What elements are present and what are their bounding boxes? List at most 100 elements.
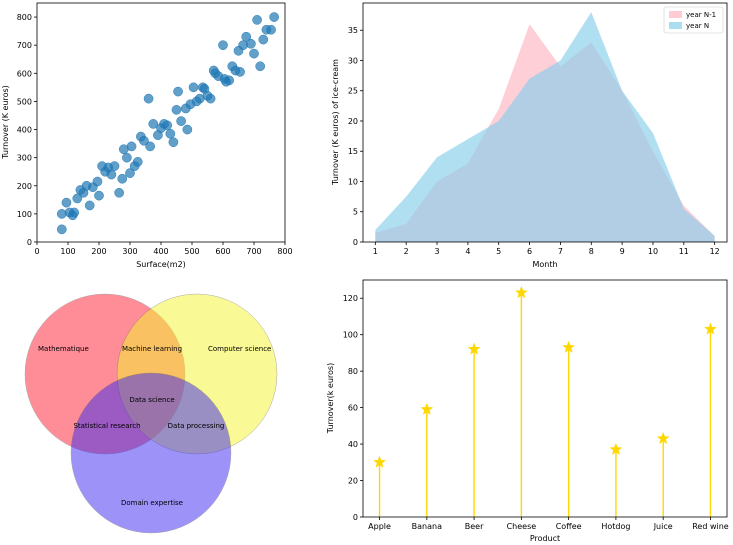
venn-label-data-processing: Data processing [168,422,225,430]
scatter-point-68 [258,34,269,45]
scatter-point-18 [109,161,120,171]
area-y-tick-label-10: 10 [348,177,358,186]
venn-panel: Mathematique Computer science Domain exp… [24,293,278,534]
scatter-point-0 [56,224,67,235]
lollipop-star-cheese [514,285,528,299]
lollipop-y-tick-label-120: 120 [343,294,358,303]
scatter-point-19 [114,187,125,198]
scatter-point-63 [241,31,252,42]
area-y-tick-label-30: 30 [348,56,358,65]
area-y-tick-label-15: 15 [348,147,358,156]
lollipop-x-tick-label-apple: Apple [368,522,391,531]
scatter-point-10 [84,200,95,211]
lollipop-x-tick-label-juice: Juice [653,522,673,531]
scatter-point-54 [218,40,228,51]
scatter-point-6 [72,193,83,204]
scatter-x-tick-label-800: 800 [277,247,292,256]
lollipop-y-tick-label-40: 40 [348,440,358,449]
scatter-point-36 [165,128,176,139]
scatter-y-tick-label-800: 800 [17,13,32,22]
lollipop-panel: Apple Banana Beer Cheese Coffee Hotdog Juice Re… [326,279,729,543]
lollipop-x-tick-label-cheese: Cheese [507,522,537,531]
venn-label-data-science: Data science [129,396,174,404]
scatter-point-37 [168,137,179,148]
scatter-point-35 [162,120,173,131]
lollipop-star-beer [467,342,481,355]
scatter-point-57 [224,75,235,86]
scatter-x-tick-label-400: 400 [153,247,168,256]
lollipop-star-red-wine [704,322,717,335]
area-x-tick-label-4: 4 [465,247,470,256]
legend-swatch-year-n-1 [669,11,682,18]
scatter-point-71 [269,12,279,22]
scatter-y-tick-label-300: 300 [17,154,32,163]
area-y-ticks: 0 5 10 15 20 25 30 35 [348,26,363,247]
venn-label-statistical-research: Statistical research [73,422,140,430]
scatter-point-12 [92,176,103,187]
lollipop-stems [373,285,717,517]
scatter-point-61 [235,67,245,77]
scatter-point-28 [139,135,149,146]
area-y-tick-label-5: 5 [353,208,358,217]
lollipop-star-juice [656,431,670,445]
area-x-tick-label-7: 7 [558,247,563,256]
area-y-tick-label-20: 20 [348,117,358,126]
lollipop-y-tick-label-80: 80 [348,367,358,376]
scatter-point-50 [205,93,216,104]
scatter-point-67 [255,61,266,72]
scatter-y-tick-label-100: 100 [17,210,32,219]
scatter-point-24 [126,141,137,152]
scatter-point-2 [61,197,72,208]
area-x-tick-label-9: 9 [620,247,625,256]
area-x-tick-label-12: 12 [710,247,720,256]
scatter-x-tick-label-500: 500 [184,247,199,256]
lollipop-star-coffee [562,340,576,353]
scatter-x-tick-label-600: 600 [215,247,230,256]
area-x-tick-label-10: 10 [648,247,658,256]
lollipop-x-ticks: Apple Banana Beer Cheese Coffee Hotdog Juice Re… [368,517,729,531]
area-x-tick-label-11: 11 [679,247,689,256]
area-y-tick-label-25: 25 [348,87,358,96]
scatter-point-70 [266,24,276,35]
area-series-year-n [375,12,715,243]
lollipop-y-tick-label-100: 100 [343,331,358,340]
scatter-point-23 [125,168,135,178]
legend-label-year-n-1: year N-1 [686,11,716,19]
lollipop-star-apple [373,455,386,468]
scatter-y-tick-label-0: 0 [27,238,32,247]
scatter-point-31 [148,119,159,129]
lollipop-y-label: Turnover(k euros) [326,363,335,434]
scatter-point-42 [182,124,193,135]
scatter-point-26 [132,157,143,167]
scatter-point-64 [246,38,256,49]
scatter-y-tick-label-400: 400 [17,126,32,135]
lollipop-y-tick-label-20: 20 [348,477,358,486]
lollipop-y-ticks: 0 20 40 60 80 100 120 [343,294,363,522]
scatter-point-29 [143,93,154,104]
venn-label-mathematique: Mathematique [38,345,89,353]
scatter-point-65 [249,48,259,59]
venn-label-machine-learning: Machine learning [122,345,182,353]
scatter-y-tick-label-500: 500 [17,97,32,106]
area-series [375,12,715,243]
scatter-point-40 [176,116,186,126]
scatter-y-tick-label-700: 700 [17,41,32,50]
scatter-panel: 0 100 200 300 400 500 600 700 800 0 100 200 300 400 5… [1,2,293,269]
area-x-tick-label-6: 6 [527,247,532,256]
scatter-x-ticks: 0 100 200 300 400 500 600 700 800 [34,242,293,256]
lollipop-plot-frame [362,279,728,518]
lollipop-x-tick-label-hotdog: Hotdog [601,522,630,531]
area-x-tick-label-8: 8 [589,247,594,256]
scatter-x-tick-label-100: 100 [60,247,75,256]
scatter-point-22 [122,152,132,163]
lollipop-y-tick-label-60: 60 [348,404,358,413]
area-y-label: Turnover (K euros) of ice-cream [331,59,340,186]
area-x-ticks: 1 2 3 4 5 6 7 8 9 10 11 12 [373,242,720,256]
area-x-label: Month [532,260,557,269]
area-y-tick-label-35: 35 [348,26,358,35]
legend-label-year-n: year N [686,22,709,30]
scatter-x-tick-label-700: 700 [246,247,261,256]
scatter-x-tick-label-200: 200 [91,247,106,256]
